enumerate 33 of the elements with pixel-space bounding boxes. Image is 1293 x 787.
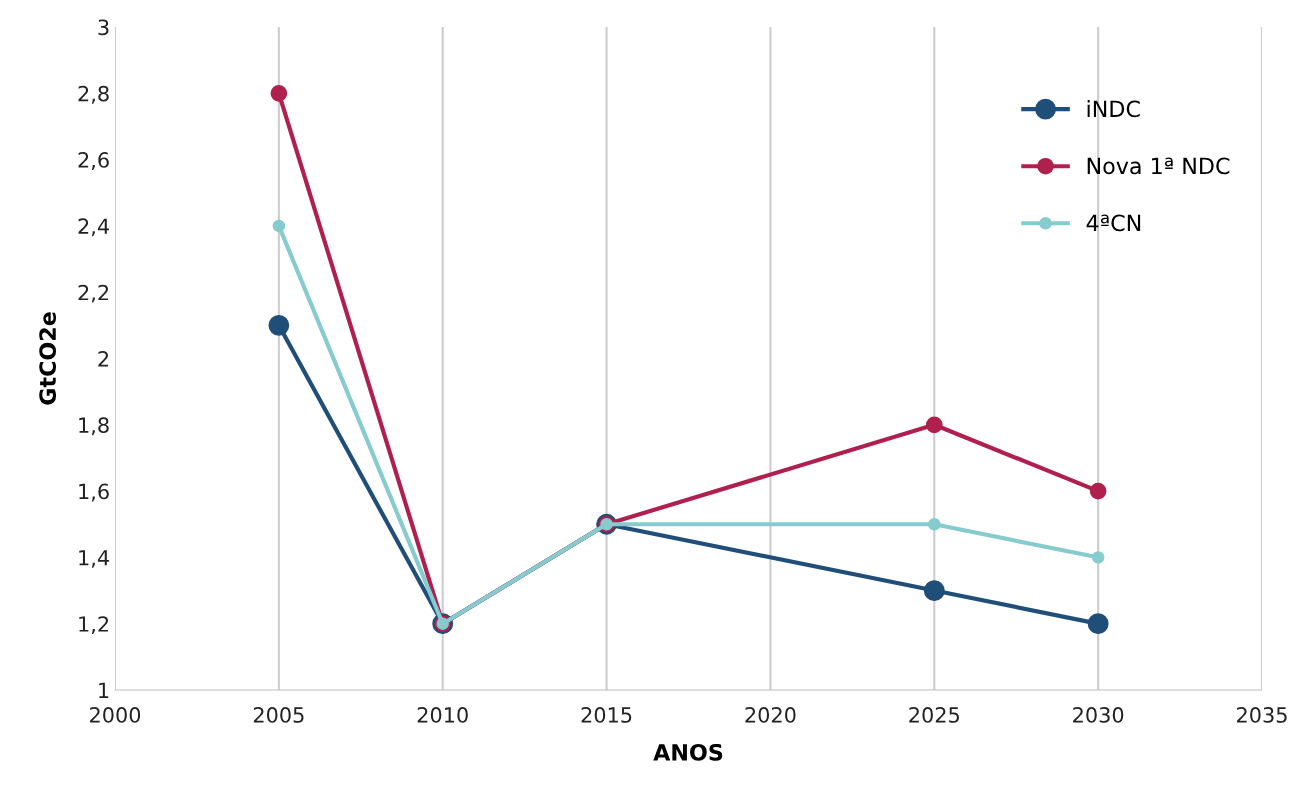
y-tick-label: 2,2 [78,284,109,303]
y-tick-label: 1,6 [79,483,109,502]
y-tick-label: 2,6 [78,152,109,170]
point [268,314,290,336]
y-tick-label: 1,2 [79,616,109,635]
x-tick-label: 2030 [1073,707,1124,723]
y-tick-label: 2 [98,350,109,367]
y-tick-label: 1,4 [79,550,109,568]
legend-label: 4ªCN [1086,214,1141,232]
point [1091,551,1105,564]
x-tick-label: 2025 [909,707,959,723]
point [928,517,941,531]
x-tick-label: 2020 [745,707,796,723]
point [1087,613,1109,635]
y-axis-title: GtCO2e [39,312,57,405]
y-tick-label: 1,8 [79,417,109,436]
x-tick-label: 2010 [417,707,468,723]
legend-label: Nova 1ª NDC [1087,157,1230,175]
y-tick-label: 1 [99,682,109,698]
point [1089,482,1107,500]
point [270,84,288,102]
x-tick-label: 2035 [1237,707,1287,723]
x-axis-title: ANOS [653,743,723,761]
y-tick-label: 2,8 [78,85,109,104]
x-tick-label: 2005 [253,707,304,723]
x-tick-label: 2015 [581,707,632,723]
x-tick-label: 2000 [90,707,141,723]
point [923,580,945,601]
y-tick-label: 2,4 [78,218,109,237]
legend-label: iNDC [1087,100,1140,118]
point [272,219,286,233]
y-tick-label: 3 [98,19,109,36]
point [925,416,943,434]
